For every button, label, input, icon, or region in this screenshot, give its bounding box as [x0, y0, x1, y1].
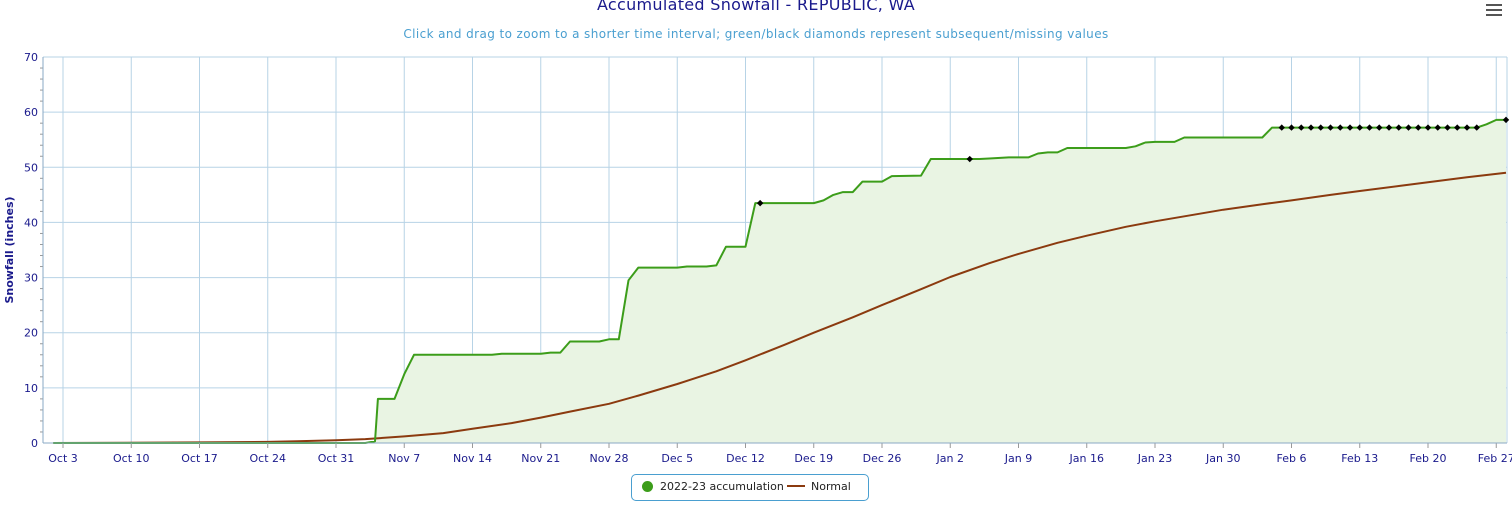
y-tick-label: 40: [24, 216, 38, 229]
missing-value-diamond: [1278, 124, 1285, 131]
missing-value-diamond: [1307, 124, 1315, 131]
axes: 0 10 20 30 40 50 60 70 Oct 3 Oct 10 Oct 17 Oct 24 Oc…: [24, 51, 1512, 465]
missing-value-diamond: [1327, 124, 1334, 131]
legend-item-normal[interactable]: Normal: [787, 480, 851, 493]
snowfall-chart[interactable]: 0 10 20 30 40 50 60 70 Oct 3 Oct 10 Oct 17 Oct 24 Oc…: [0, 0, 1512, 470]
x-tick-label: Feb 27: [1478, 452, 1512, 465]
x-tick-label: Dec 19: [794, 452, 833, 465]
legend-normal-marker: [787, 485, 805, 487]
missing-value-diamond: [1395, 124, 1402, 131]
missing-value-diamond: [1366, 124, 1373, 131]
missing-value-diamond: [1385, 124, 1393, 131]
x-tick-label: Dec 12: [726, 452, 765, 465]
missing-value-diamond: [1376, 124, 1383, 131]
missing-value-diamond: [1502, 116, 1510, 124]
legend-item-accumulation[interactable]: 2022-23 accumulation: [642, 480, 784, 493]
legend: 2022-23 accumulation Normal: [631, 474, 869, 501]
missing-value-diamond: [1346, 124, 1354, 131]
chart-title: Accumulated Snowfall - REPUBLIC, WA: [596, 0, 916, 14]
y-tick-label: 50: [24, 161, 38, 174]
x-tick-label: Dec 26: [863, 452, 902, 465]
missing-value-diamond: [1415, 124, 1422, 131]
x-tick-label: Oct 31: [318, 452, 355, 465]
missing-value-diamond: [1434, 124, 1441, 131]
y-tick-label: 60: [24, 106, 38, 119]
normal-series-line: [53, 171, 1507, 444]
legend-normal-label: Normal: [811, 480, 851, 493]
missing-value-diamond: [966, 155, 973, 163]
hamburger-menu-icon[interactable]: [1486, 4, 1502, 18]
x-tick-label: Jan 2: [936, 452, 964, 465]
x-tick-label: Oct 24: [249, 452, 286, 465]
x-tick-label: Nov 7: [388, 452, 420, 465]
missing-value-diamond: [1298, 124, 1305, 131]
x-tick-label: Nov 28: [590, 452, 629, 465]
x-tick-label: Nov 21: [521, 452, 560, 465]
missing-value-diamond: [1317, 124, 1324, 131]
x-tick-label: Feb 13: [1341, 452, 1378, 465]
x-tick-label: Oct 10: [113, 452, 150, 465]
x-tick-label: Feb 6: [1277, 452, 1307, 465]
accumulation-series-line: [53, 118, 1506, 444]
y-tick-label: 30: [24, 272, 38, 285]
missing-value-diamond: [1454, 124, 1461, 131]
x-tick-label: Dec 5: [661, 452, 693, 465]
missing-value-diamond: [1463, 124, 1471, 131]
x-tick-label: Jan 30: [1205, 452, 1240, 465]
x-tick-label: Oct 3: [48, 452, 78, 465]
y-axis-label: Snowfall (inches): [3, 196, 16, 303]
x-tick-label: Feb 20: [1410, 452, 1447, 465]
missing-value-diamond: [1288, 124, 1295, 131]
x-tick-label: Jan 9: [1004, 452, 1032, 465]
missing-value-diamond: [1424, 124, 1432, 131]
y-tick-label: 20: [24, 327, 38, 340]
x-tick-label: Oct 17: [181, 452, 218, 465]
missing-value-diamond: [1473, 124, 1480, 131]
x-tick-label: Jan 16: [1069, 452, 1104, 465]
x-tick-label: Nov 14: [453, 452, 492, 465]
chart-subtitle: Click and drag to zoom to a shorter time…: [403, 27, 1109, 41]
y-tick-label: 70: [24, 51, 38, 64]
legend-accumulation-label: 2022-23 accumulation: [660, 480, 784, 493]
y-tick-label: 10: [24, 382, 38, 395]
x-tick-label: Jan 23: [1137, 452, 1172, 465]
y-tick-label: 0: [31, 437, 38, 450]
accumulation-area: [53, 119, 1506, 444]
missing-value-diamond: [1405, 124, 1412, 131]
missing-value-diamond: [1444, 124, 1451, 131]
series-lines: [53, 118, 1507, 444]
missing-value-diamond: [756, 199, 764, 207]
missing-value-diamond: [1356, 124, 1363, 131]
accumulation-area-fill: [53, 119, 1506, 444]
legend-accumulation-marker: [642, 481, 653, 492]
missing-value-markers: [756, 116, 1510, 207]
missing-value-diamond: [1337, 124, 1344, 131]
